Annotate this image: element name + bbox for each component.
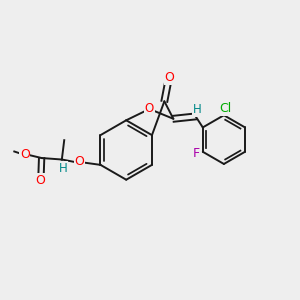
Text: H: H (59, 162, 68, 175)
Text: F: F (193, 147, 200, 160)
Text: O: O (20, 148, 30, 161)
Text: Cl: Cl (219, 102, 232, 115)
Text: H: H (193, 103, 202, 116)
Text: O: O (35, 174, 45, 187)
Text: O: O (74, 155, 84, 168)
Text: O: O (164, 71, 174, 84)
Text: O: O (145, 103, 154, 116)
